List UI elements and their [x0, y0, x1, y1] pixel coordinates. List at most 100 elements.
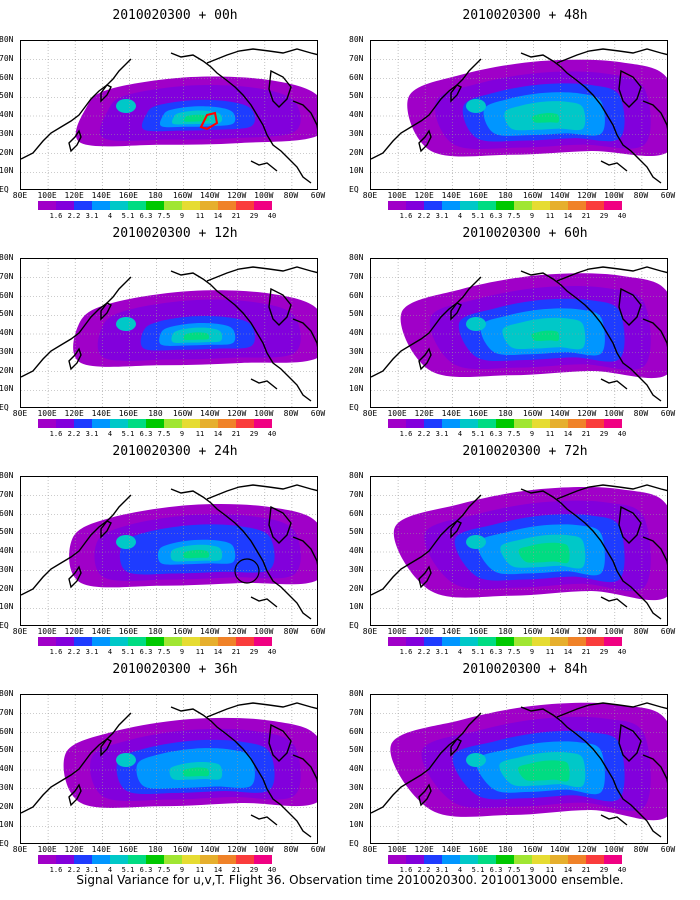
colorbar-swatch: [254, 855, 272, 864]
colorbar-label: 4: [107, 648, 113, 656]
colorbar-swatch: [92, 419, 110, 428]
latitude-label: 60N: [0, 290, 14, 300]
colorbar-swatch: [56, 201, 74, 210]
coastline: [418, 783, 432, 807]
colorbar-swatch: [146, 201, 164, 210]
colorbar-swatch: [164, 637, 182, 646]
colorbar-labels: 1.6 2.2 3.1 4 5.1 6.3 7.5 9 11 14 21 29 40: [38, 866, 318, 876]
longitude-label: 140E: [91, 627, 111, 636]
colorbar-label: 40: [267, 430, 277, 438]
colorbar-label: 2.2: [67, 212, 81, 220]
coastline: [206, 484, 317, 500]
latitude-label: 10N: [0, 166, 14, 176]
colorbar-swatch: [604, 201, 622, 210]
coastline: [618, 723, 642, 762]
coastline: [21, 494, 132, 596]
colorbar-label: 6.3: [489, 430, 503, 438]
latitude-label: 20N: [349, 583, 364, 593]
coastline: [600, 160, 628, 172]
variance-patch: [116, 535, 136, 549]
colorbar-labels: 1.6 2.2 3.1 4 5.1 6.3 7.5 9 11 14 21 29 40: [38, 430, 318, 440]
colorbar-swatch: [38, 201, 56, 210]
colorbar-label: 11: [195, 430, 205, 438]
coastline: [520, 706, 662, 838]
longitude-label: 100W: [254, 409, 274, 418]
map-canvas: [21, 477, 317, 625]
colorbar-label: 21: [231, 648, 241, 656]
coastline: [520, 52, 662, 184]
longitude-label: 160E: [468, 191, 488, 200]
coastline: [100, 738, 112, 757]
colorbar-label: 40: [617, 648, 627, 656]
latitude-label: 40N: [349, 546, 364, 555]
colorbar: [38, 855, 272, 865]
colorbar-label: 40: [617, 430, 627, 438]
colorbar-swatch: [388, 419, 406, 428]
colorbar-swatch: [128, 201, 146, 210]
longitude-label: 140W: [199, 409, 220, 418]
colorbar-swatch: [496, 201, 514, 210]
colorbar-label: 14: [213, 212, 223, 220]
longitude-label: 80W: [633, 845, 649, 854]
colorbar-swatch: [442, 201, 460, 210]
latitude-label: 30N: [0, 128, 14, 138]
map-canvas: [371, 259, 667, 407]
latitude-label: 40N: [0, 110, 14, 119]
colorbar-labels: 1.6 2.2 3.1 4 5.1 6.3 7.5 9 11 14 21 29 40: [38, 212, 318, 222]
longitude-label: 100E: [37, 845, 57, 854]
colorbar: [388, 637, 622, 647]
coastline: [600, 378, 628, 390]
latitude-label: 70N: [349, 53, 364, 63]
coastline: [68, 783, 82, 807]
longitude-label: 160W: [172, 191, 193, 200]
latitude-label: 10N: [349, 384, 364, 394]
coastline: [556, 702, 667, 718]
longitude-label: 120W: [577, 845, 597, 854]
coastline: [450, 738, 462, 757]
colorbar-swatch: [568, 419, 586, 428]
map-panel: 2010020300 + 12h 80N 70N 60N 50N 40N 30N 20N 10N…: [0, 218, 350, 440]
colorbar-label: 9: [179, 212, 185, 220]
colorbar-swatch: [182, 855, 200, 864]
latitude-label: 40N: [349, 764, 364, 773]
longitude-label: 80E: [362, 627, 378, 636]
colorbar-label: 14: [213, 430, 223, 438]
colorbar-swatch: [38, 855, 56, 864]
coastline: [21, 58, 132, 160]
longitude-label: 120W: [227, 627, 247, 636]
colorbar-swatch: [38, 637, 56, 646]
latitude-label: 40N: [349, 110, 364, 119]
longitude-label: 80E: [12, 191, 28, 200]
colorbar-swatch: [424, 419, 442, 428]
colorbar-swatch: [164, 201, 182, 210]
colorbar-swatch: [550, 637, 568, 646]
colorbar-label: 9: [179, 866, 185, 874]
colorbar-swatch: [74, 201, 92, 210]
longitude-label: 60W: [660, 845, 676, 854]
coastline: [21, 712, 132, 814]
coastline: [250, 814, 278, 826]
colorbar-label: 11: [195, 212, 205, 220]
colorbar-label: 2.2: [67, 430, 81, 438]
longitude-label: 140W: [199, 845, 220, 854]
latitude-label: 20N: [0, 583, 14, 593]
colorbar-label: 5.1: [121, 212, 135, 220]
latitude-label: 30N: [349, 128, 364, 138]
longitude-label: 180: [148, 627, 163, 636]
colorbar-swatch: [236, 855, 254, 864]
longitude-label: 100E: [387, 627, 407, 636]
latitude-label: 20N: [0, 147, 14, 157]
latitude-label: 50N: [0, 745, 14, 755]
colorbar-label: 11: [195, 866, 205, 874]
colorbar-label: 14: [563, 212, 573, 220]
colorbar-swatch: [406, 637, 424, 646]
map-panel: 2010020300 + 60h 80N 70N 60N 50N 40N 30N 20N 10N…: [349, 218, 700, 440]
colorbar-swatch: [604, 419, 622, 428]
colorbar-label: 3.1: [85, 866, 99, 874]
colorbar-swatch: [478, 201, 496, 210]
colorbar-swatch: [56, 637, 74, 646]
colorbar-swatch: [496, 855, 514, 864]
colorbar-swatch: [146, 419, 164, 428]
colorbar-swatch: [460, 419, 478, 428]
colorbar-swatch: [92, 201, 110, 210]
